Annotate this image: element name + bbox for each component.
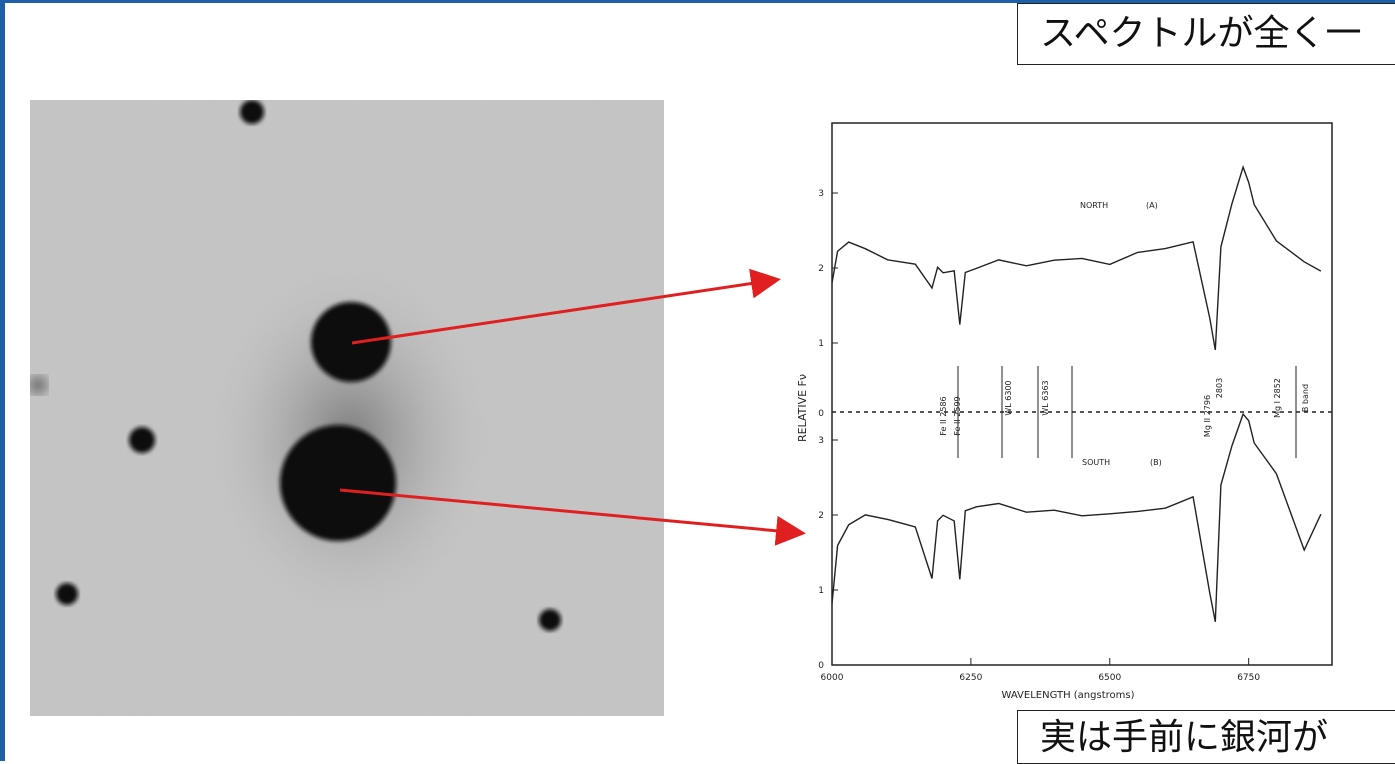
callout-bottom: 実は手前に銀河が xyxy=(1017,710,1395,764)
south-y-ticks: 3 2 1 0 xyxy=(818,436,838,671)
line-label: WL 6300 xyxy=(1004,380,1013,415)
x-ticks: 6000 6250 6500 6750 xyxy=(821,658,1260,683)
divider-tick-label: 0 xyxy=(818,409,824,419)
x-axis-label: WAVELENGTH (angstroms) xyxy=(1002,690,1135,701)
y-axis-label: RELATIVE Fν xyxy=(796,374,809,442)
line-label: Fe II 2586 xyxy=(939,396,948,435)
line-label: B band xyxy=(1301,384,1310,412)
star xyxy=(30,376,47,394)
callout-bottom-text: 実は手前に銀河が xyxy=(1040,717,1329,758)
callout-top-text: スペクトルが全く一 xyxy=(1040,13,1362,54)
star xyxy=(56,583,78,605)
north-y-ticks: 3 2 1 xyxy=(818,189,838,349)
y-tick-label: 2 xyxy=(818,511,824,521)
north-spectrum-line xyxy=(831,164,1322,351)
quasar-image-b xyxy=(280,425,396,541)
south-spectrum-line xyxy=(831,412,1322,622)
y-tick-label: 3 xyxy=(818,189,824,199)
line-label: WL 6363 xyxy=(1041,380,1050,415)
line-label: Mg II 2796 xyxy=(1203,395,1212,437)
line-label: 2803 xyxy=(1215,378,1224,398)
x-tick-label: 6000 xyxy=(821,673,844,683)
south-tag: (B) xyxy=(1150,458,1162,467)
x-tick-label: 6250 xyxy=(959,673,982,683)
y-tick-label: 1 xyxy=(818,339,824,349)
quasar-image-a xyxy=(311,302,391,382)
y-tick-label: 1 xyxy=(818,586,824,596)
sky-photo xyxy=(30,100,664,716)
spectral-line-markers xyxy=(957,366,1297,458)
south-label: SOUTH xyxy=(1082,458,1110,467)
star xyxy=(129,427,155,453)
line-label: Mg I 2852 xyxy=(1273,378,1282,418)
callout-top: スペクトルが全く一 xyxy=(1017,3,1395,65)
y-tick-label: 0 xyxy=(818,661,824,671)
star xyxy=(539,609,561,631)
y-tick-label: 2 xyxy=(818,264,824,274)
north-label: NORTH xyxy=(1080,201,1108,210)
plot-frame xyxy=(831,122,1333,666)
y-tick-label: 3 xyxy=(818,436,824,446)
line-label: Fe II 2599 xyxy=(953,396,962,435)
north-tag: (A) xyxy=(1146,201,1158,210)
x-tick-label: 6500 xyxy=(1098,673,1121,683)
star xyxy=(240,100,264,124)
x-tick-label: 6750 xyxy=(1237,673,1260,683)
